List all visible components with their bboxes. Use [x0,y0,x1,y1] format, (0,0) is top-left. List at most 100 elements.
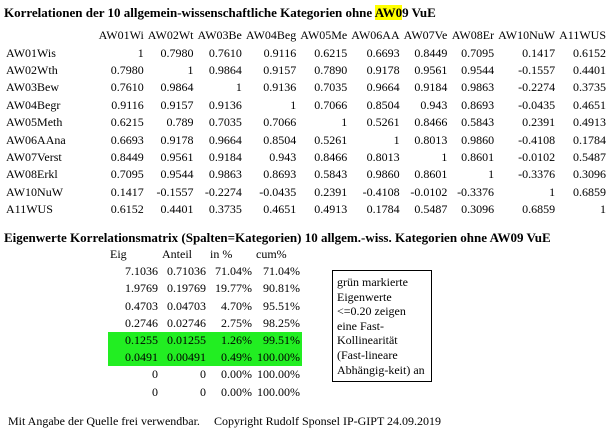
row-label: AW10NuW [6,184,64,199]
eigen-cell: 0 [200,384,206,399]
table-cell: 0.3735 [573,80,606,95]
table-cell: 0.5843 [314,167,348,182]
page-title: Korrelationen der 10 allgemein-wissensch… [4,5,436,21]
eigen-cell: 0.1255 [108,331,160,350]
eigen-row: 7.1036 0.71036 71.04% 71.04% [108,263,302,280]
table-cell: 1 [600,202,606,217]
table-cell: 0.8504 [366,97,400,112]
table-cell: 1 [290,97,297,112]
eigen-column-header: cum% [256,247,287,262]
table-cell: 0.6859 [522,202,556,217]
table-cell: 0.7035 [314,80,348,95]
eigen-cell: 100.00% [254,349,302,367]
table-cell: 0.9864 [208,62,242,77]
table-cell: 0.8013 [414,132,448,147]
row-label: AW02Wth [6,62,58,77]
table-cell: 0.5487 [414,202,448,217]
table-cell: 0.3096 [461,202,495,217]
table-cell: -0.0102 [518,149,556,164]
eigen-cell: 0.49% [208,349,254,367]
table-row: AW03Bew 0.7610 0.9864 1 0.9136 0.7035 0.9664 0.… [4,79,608,96]
table-cell: 0.8504 [263,132,297,147]
table-cell: 0.9863 [208,167,242,182]
table-cell: 0.6693 [366,45,400,60]
table-cell: 1 [137,45,144,60]
table-cell: 0.9561 [160,149,194,164]
table-cell: -0.2274 [204,184,242,199]
eigen-row: 0 0 0.00% 100.00% [108,366,302,383]
table-cell: 0.2391 [314,184,348,199]
eigen-cell: 71.04% [215,264,252,279]
eigen-cell: 95.51% [263,298,300,313]
table-cell: 0.7980 [160,45,194,60]
eigen-cell: 100.00% [257,367,300,382]
eigen-cell: 7.1036 [125,264,158,279]
table-row: AW10NuW 0.1417 -0.1557 -0.2274 -0.0435 0.2391… [4,184,608,201]
header-corner [4,27,97,44]
eigen-cell: 0.4703 [125,298,158,313]
eigen-cell: 0.2746 [125,315,158,330]
table-cell: 0.5261 [366,115,400,130]
table-cell: 0.6215 [110,115,144,130]
column-header: AW10NuW [498,28,556,43]
table-cell: 0.4913 [314,202,348,217]
table-cell: 1 [341,115,348,130]
table-cell: 0.9178 [160,132,194,147]
table-cell: 0.7610 [110,80,144,95]
table-cell: 1 [393,132,400,147]
table-cell: 0.8449 [110,149,144,164]
eigen-row: 1.9769 0.19769 19.77% 90.81% [108,280,302,297]
table-cell: 1 [187,62,194,77]
eigen-cell: 0 [152,367,158,382]
table-cell: 0.4401 [573,62,606,77]
eigen-cell: 71.04% [263,264,300,279]
table-cell: 0.7610 [208,45,242,60]
table-cell: 0.9178 [366,62,400,77]
table-cell: 0.1784 [573,132,606,147]
table-cell: 0.9860 [366,167,400,182]
row-label: AW06AAna [6,132,66,147]
table-cell: 0.3096 [573,167,606,182]
table-cell: 0.9664 [366,80,400,95]
table-cell: 0.9664 [208,132,242,147]
table-cell: 1 [235,80,242,95]
row-label: AW07Verst [6,149,62,164]
table-cell: 0.9863 [461,80,495,95]
table-cell: 0.789 [166,115,194,130]
eigen-cell: 90.81% [263,281,300,296]
footer-license: Mit Angabe der Quelle frei verwendbar. [8,414,200,428]
eigen-row: 0.4703 0.04703 4.70% 95.51% [108,298,302,315]
eigen-cell: 1.9769 [125,281,158,296]
row-label: AW08Erkl [6,167,58,182]
eigen-row: 0.2746 0.02746 2.75% 98.25% [108,315,302,332]
table-row: A11WUS 0.6152 0.4401 0.3735 0.4651 0.4913 0.17… [4,201,608,218]
table-cell: 0.6215 [314,45,348,60]
table-cell: 0.7095 [110,167,144,182]
footer-copyright: Copyright Rudolf Sponsel IP-GIPT 24.09.2… [213,414,442,428]
table-cell: 0.4651 [573,97,606,112]
table-cell: 0.9116 [111,97,144,112]
column-header: AW08Er [451,28,495,43]
table-cell: 0.2391 [522,115,556,130]
table-cell: 0.5487 [573,149,606,164]
table-cell: 0.9561 [414,62,448,77]
table-cell: 0.9116 [263,45,297,60]
eigen-cell: 0.02746 [167,315,206,330]
eigenvalue-title: Eigenwerte Korrelationsmatrix (Spalten=K… [4,230,551,245]
table-cell: -0.3376 [457,184,495,199]
table-row: AW05Meth 0.6215 0.789 0.7035 0.7066 1 0.5261 0.… [4,114,608,131]
table-cell: 0.9157 [263,62,297,77]
table-cell: 0.8601 [461,149,495,164]
eigen-cell: 4.70% [221,298,252,313]
eigen-cell: 0.00% [221,367,252,382]
table-cell: 0.4651 [263,202,297,217]
eigen-column-header: in % [210,247,233,262]
column-header: A11WUS [559,28,606,43]
table-cell: -0.0102 [410,184,448,199]
eigen-cell: 0.04703 [167,298,206,313]
table-cell: -0.2274 [518,80,556,95]
table-cell: 0.9184 [208,149,242,164]
table-cell: 0.8601 [414,167,448,182]
table-cell: 0.8449 [414,45,448,60]
eigen-cell: 100.00% [257,384,300,399]
